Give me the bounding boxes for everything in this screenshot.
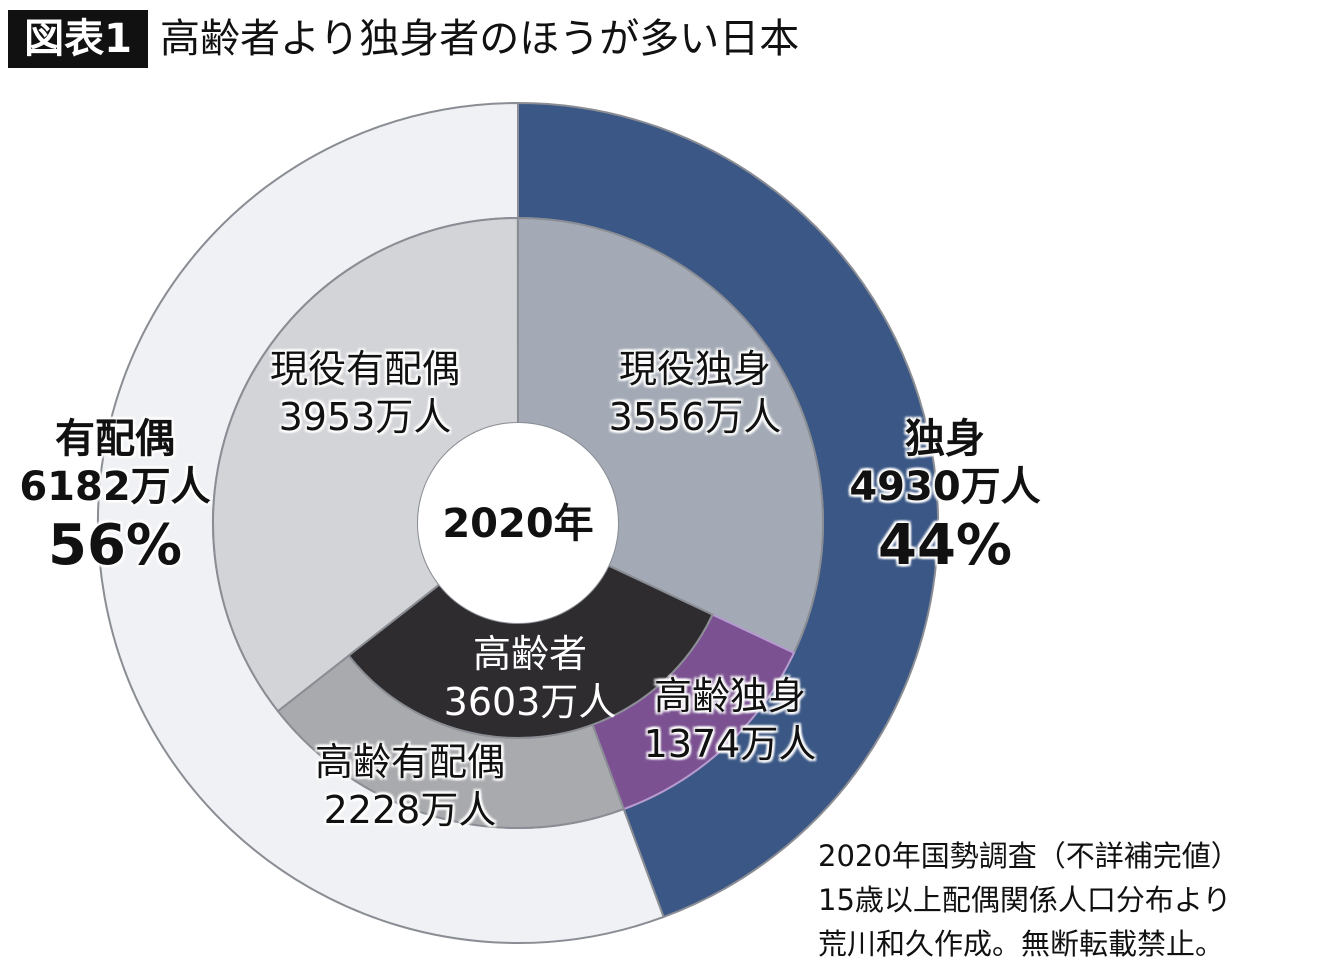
source-note: 2020年国勢調査（不詳補完値） 15歳以上配偶関係人口分布より 荒川和久作成。… (818, 834, 1240, 966)
note-line: 荒川和久作成。無断転載禁止。 (818, 927, 1225, 961)
label-koreisha: 高齢者 3603万人 (443, 632, 617, 724)
center-hole (418, 423, 618, 623)
chart-title: 高齢者より独身者のほうが多い日本 (160, 16, 800, 62)
label-yuhaigu: 有配偶 6182万人 56% (19, 416, 211, 578)
label-genekidokushin: 現役独身 3556万人 (608, 347, 782, 439)
label-genekiyuhaigu: 現役有配偶 3953万人 (269, 347, 461, 439)
note-line: 2020年国勢調査（不詳補完値） (818, 839, 1240, 873)
label-koreidokushin: 高齢独身 1374万人 (643, 674, 817, 766)
center-label: 2020年 (442, 501, 594, 547)
note-line: 15歳以上配偶関係人口分布より (818, 883, 1232, 917)
label-dokushin: 独身 4930万人 44% (849, 416, 1041, 578)
title-badge: 図表1 (8, 10, 148, 68)
label-koreiyuhaigu: 高齢有配偶 2228万人 (314, 740, 506, 832)
